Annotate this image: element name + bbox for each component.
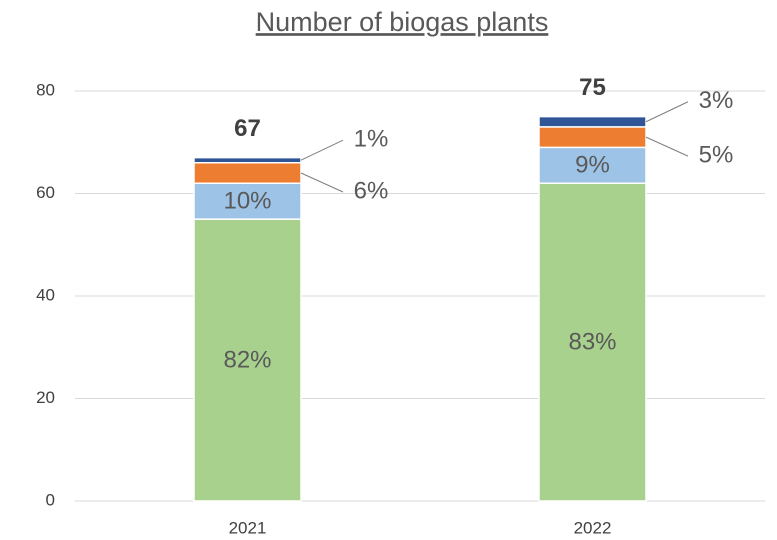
y-tick-label: 0 — [46, 490, 55, 509]
segment-label: 3% — [699, 87, 734, 114]
x-tick-label: 2022 — [574, 518, 612, 537]
segment-label: 1% — [354, 126, 389, 153]
segment-label: 6% — [354, 177, 389, 204]
leader-line — [300, 139, 344, 161]
segment-label: 9% — [575, 152, 610, 179]
y-tick-label: 20 — [36, 388, 55, 407]
chart-title: Number of biogas plants — [256, 7, 549, 37]
segment-label: 83% — [568, 328, 616, 355]
bar-segment — [538, 115, 647, 128]
total-label: 75 — [579, 74, 606, 101]
leader-line — [645, 136, 689, 157]
bar-segment — [538, 126, 647, 149]
segment-label: 5% — [699, 141, 734, 168]
y-tick-label: 40 — [36, 285, 55, 304]
y-tick-label: 80 — [36, 80, 55, 99]
bar-segment — [193, 218, 302, 502]
x-tick-label: 2021 — [229, 518, 267, 537]
segment-label: 82% — [223, 346, 271, 373]
y-tick-label: 60 — [36, 183, 55, 202]
bar-segment — [193, 156, 302, 164]
total-label: 67 — [234, 115, 261, 142]
bar-segment — [193, 182, 302, 220]
segment-label: 10% — [223, 188, 271, 215]
bar-segment — [193, 162, 302, 184]
leader-line — [300, 172, 344, 193]
leader-line — [645, 101, 689, 123]
